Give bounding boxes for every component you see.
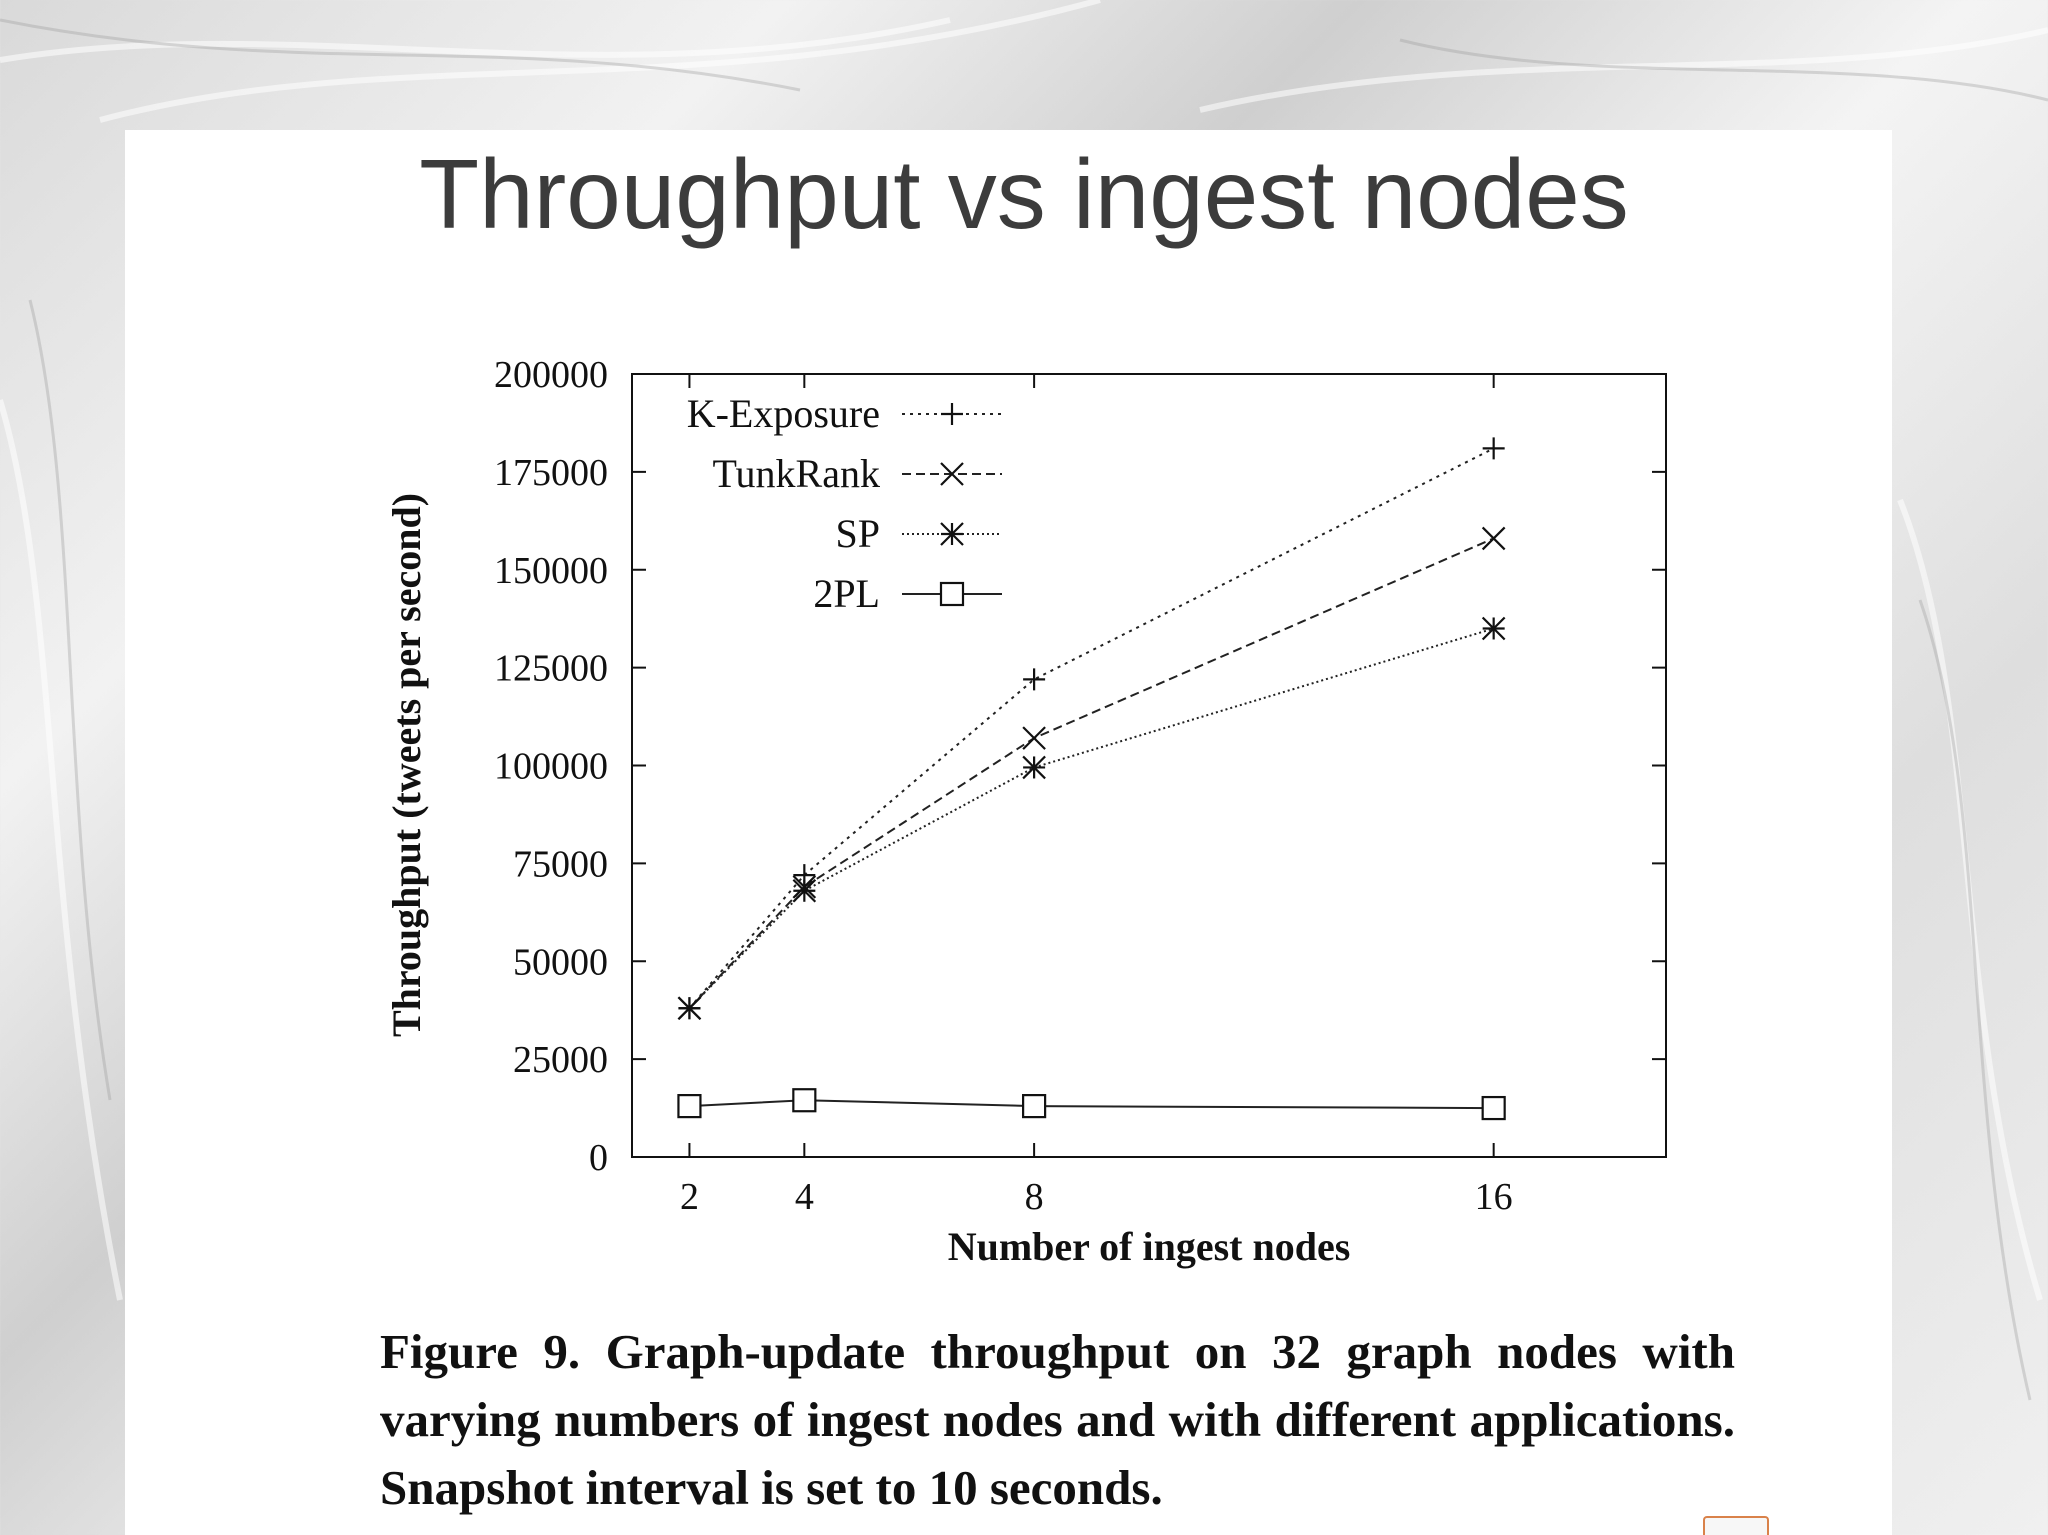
slide-nav-tab[interactable]	[1703, 1516, 1769, 1535]
y-tick-label: 25000	[513, 1039, 608, 1081]
slide-title: Throughput vs ingest nodes	[419, 139, 1629, 249]
y-tick-label: 125000	[494, 648, 608, 690]
y-tick-label: 50000	[513, 941, 608, 983]
series-line-2pl	[689, 1099, 1494, 1110]
y-tick-label: 175000	[494, 452, 608, 494]
y-axis-ticks: 0 25000 50000 75000 100000 125000 150000 175000…	[494, 354, 1666, 1179]
y-axis-label: Throughput (tweets per second)	[384, 493, 429, 1037]
x-tick-label: 4	[795, 1176, 814, 1218]
y-tick-label: 100000	[494, 746, 608, 788]
data-point-sp	[677, 996, 702, 1021]
data-point-sp	[1022, 755, 1046, 780]
legend-label: K-Exposure	[687, 391, 880, 436]
data-point-k-exposure	[1023, 668, 1046, 691]
data-point-2pl	[1022, 1094, 1047, 1119]
x-tick-label: 2	[680, 1176, 699, 1218]
data-point-2pl	[677, 1094, 702, 1119]
data-point-sp	[1481, 616, 1506, 641]
x-tick-label: 16	[1475, 1176, 1513, 1218]
series-line-sp	[688, 627, 1494, 1009]
data-point-tunkrank	[1481, 526, 1506, 551]
y-tick-label: 75000	[513, 843, 608, 885]
data-point-sp	[792, 879, 817, 903]
legend-marker	[940, 522, 964, 546]
figure-caption: Figure 9. Graph-update throughput on 32 …	[380, 1324, 1735, 1515]
data-point-tunkrank	[1022, 726, 1046, 750]
y-tick-label: 200000	[494, 354, 608, 396]
legend-marker	[941, 403, 963, 425]
series-lines	[688, 447, 1495, 1110]
legend-marker	[940, 462, 964, 486]
x-axis-ticks: 2 4 8 16	[680, 374, 1513, 1218]
data-point-2pl	[1481, 1095, 1506, 1121]
series-line-tunkrank	[688, 537, 1495, 1009]
y-tick-label: 0	[589, 1137, 608, 1179]
x-axis-label: Number of ingest nodes	[948, 1224, 1351, 1269]
series-line-k-exposure	[688, 447, 1495, 1009]
legend: K-Exposure TunkRank SP 2PL	[687, 391, 1002, 616]
data-point-k-exposure	[1482, 437, 1505, 460]
content-panel	[125, 130, 1892, 1535]
legend-label: TunkRank	[713, 451, 880, 496]
legend-label: 2PL	[813, 571, 880, 616]
series-markers	[677, 437, 1506, 1121]
legend-label: SP	[836, 511, 881, 556]
y-tick-label: 150000	[494, 550, 608, 592]
legend-marker	[939, 581, 965, 607]
x-tick-label: 8	[1025, 1176, 1044, 1218]
data-point-2pl	[792, 1088, 817, 1113]
